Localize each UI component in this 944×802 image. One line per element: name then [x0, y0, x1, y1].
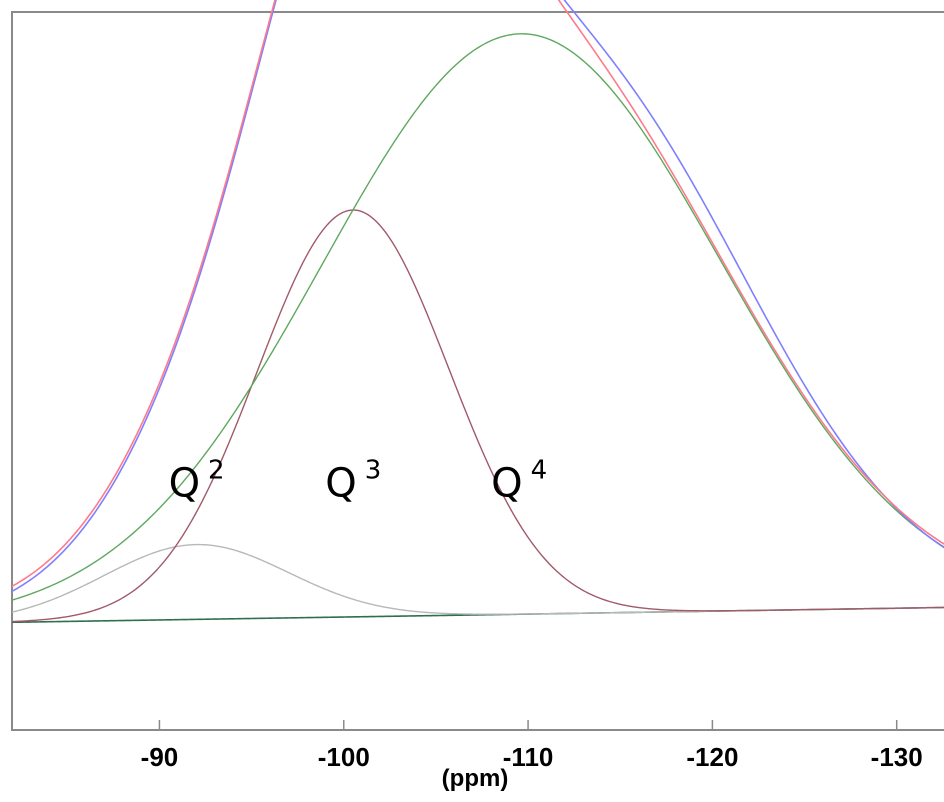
x-axis-ticks: -90 -100 -110 -120 -130: [141, 720, 923, 772]
x-tick-label: -130: [871, 742, 923, 772]
peak-label-q4: Q: [491, 461, 522, 507]
component-curve-1: [11, 543, 944, 615]
curves-layer: [11, 0, 944, 624]
component-curve-2: [11, 209, 944, 623]
plot-frame: [11, 11, 944, 731]
component-curve-3: [11, 33, 944, 601]
peak-label-superscript: 2: [208, 456, 225, 486]
fit-sum-line: [11, 0, 944, 587]
x-tick-label: -100: [318, 742, 370, 772]
experimental-spectrum-line: [11, 0, 944, 592]
x-tick-label: -90: [141, 742, 179, 772]
peak-label-q2: Q: [169, 461, 200, 507]
x-tick-label: -120: [686, 742, 738, 772]
x-axis-title: (ppm): [442, 765, 509, 792]
peak-label-superscript: 3: [365, 456, 382, 486]
peak-label-q3: Q: [325, 461, 356, 507]
peak-label-superscript: 4: [531, 456, 548, 486]
x-tick-label: -110: [503, 742, 554, 772]
